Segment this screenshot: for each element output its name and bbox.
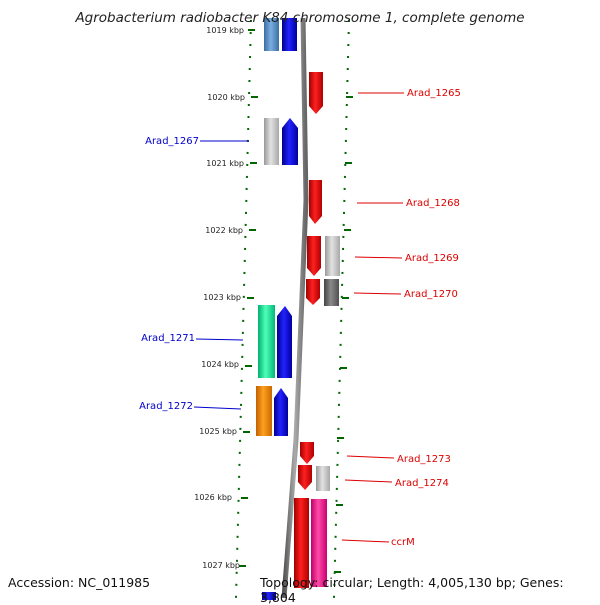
chromosome-backbone [281, 17, 309, 599]
tick-label-1021: 1021 kbp [206, 159, 244, 168]
gene-block-arad-1265 [309, 72, 323, 114]
gene-blocks-left [256, 18, 298, 600]
topology-text: Topology: circular; Length: 4,005,130 bp… [260, 575, 564, 605]
gene-blocks-right [294, 72, 340, 588]
gene-label-arad-1267[interactable]: Arad_1267 [145, 136, 199, 147]
gene-block-arad-1274-grey [316, 466, 330, 491]
gene-block-ccrm-pink [311, 499, 327, 587]
gene-block-arad-1274 [298, 465, 312, 490]
gene-label-arad-1274[interactable]: Arad_1274 [395, 478, 449, 489]
gene-block-arad-1267 [282, 118, 298, 165]
accession-text: Accession: NC_011985 [8, 575, 151, 590]
gene-block-arad-1269 [307, 236, 321, 276]
gene-block-bottom-blue [262, 592, 276, 600]
gene-block-arad-1270 [306, 279, 320, 305]
tick-label-1024: 1024 kbp [201, 360, 239, 369]
gene-label-arad-1273[interactable]: Arad_1273 [397, 454, 451, 465]
gene-block-arad-1270-dark [324, 279, 339, 306]
gene-label-arad-1270[interactable]: Arad_1270 [404, 289, 458, 300]
gene-block-arad-1271-green [258, 305, 275, 378]
gene-block-arad-1268 [309, 180, 322, 224]
gene-block-arad-1273 [300, 442, 314, 464]
tick-label-1025: 1025 kbp [199, 427, 237, 436]
gene-label-arad-1269[interactable]: Arad_1269 [405, 253, 459, 264]
gene-block-arad-1272 [274, 388, 288, 436]
gene-label-arad-1268[interactable]: Arad_1268 [406, 198, 460, 209]
scale-ticks [239, 29, 353, 573]
gene-label-arad-1265[interactable]: Arad_1265 [407, 88, 461, 99]
gene-label-arad-1271[interactable]: Arad_1271 [141, 333, 195, 344]
gene-block-top-blue [282, 18, 297, 51]
tick-label-1023: 1023 kbp [203, 293, 241, 302]
label-leaders [193, 92, 404, 543]
gene-label-ccrm[interactable]: ccrM [391, 537, 415, 548]
map-title: Agrobacterium radiobacter K84 chromosome… [75, 10, 525, 26]
left-outer-track [235, 19, 252, 599]
gene-block-top-steel [264, 18, 279, 51]
gene-block-arad-1269-grey [325, 236, 340, 276]
gene-label-arad-1272[interactable]: Arad_1272 [139, 401, 193, 412]
gene-block-arad-1271 [277, 306, 292, 378]
tick-label-partial: 1019 kbp [206, 26, 244, 35]
gene-block-arad-1272-orange [256, 386, 272, 436]
tick-label-1027: 1027 kbp [202, 561, 240, 570]
tick-label-1022: 1022 kbp [205, 226, 243, 235]
tick-label-1020: 1020 kbp [207, 93, 245, 102]
tick-label-1026: 1026 kbp [194, 493, 232, 502]
right-outer-track [333, 19, 350, 599]
gene-block-ccrm [294, 498, 309, 588]
gene-block-arad-1267-grey [264, 118, 279, 165]
